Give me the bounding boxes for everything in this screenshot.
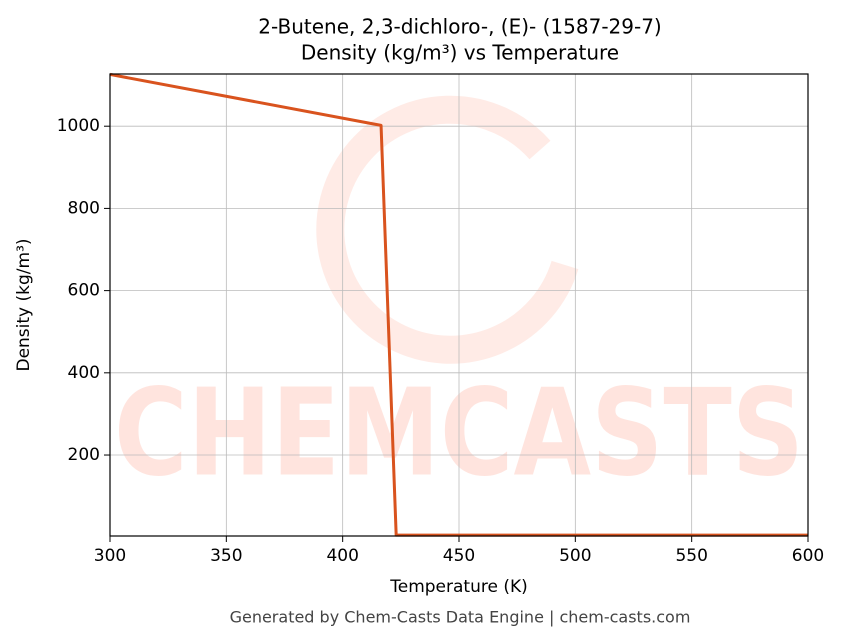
x-tick-label: 600 [792,546,824,566]
y-tick-label: 1000 [57,116,100,136]
y-tick-label: 800 [68,198,100,218]
plot-frame [109,73,809,537]
x-tick-label: 350 [210,546,242,566]
watermark-logo [316,95,579,364]
footer: Generated by Chem-Casts Data Engine | ch… [230,608,691,627]
x-axis-label: Temperature (K) [389,577,528,597]
y-tick-label: 400 [68,363,100,383]
chart-subtitle: Density (kg/m³) vs Temperature [301,41,619,65]
x-tick-label: 500 [559,546,591,566]
data-line [109,72,808,537]
chart-title: 2-Butene, 2,3-dichloro-, (E)- (1587-29-7… [258,15,661,39]
y-tick-label: 200 [68,445,100,465]
x-tick-label: 450 [443,546,475,566]
x-tick-label: 400 [326,546,358,566]
x-tick-label: 550 [675,546,707,566]
x-tick-label: 300 [94,546,126,566]
y-axis-label: Density (kg/m³) [14,238,34,371]
y-tick-label: 600 [68,281,100,301]
